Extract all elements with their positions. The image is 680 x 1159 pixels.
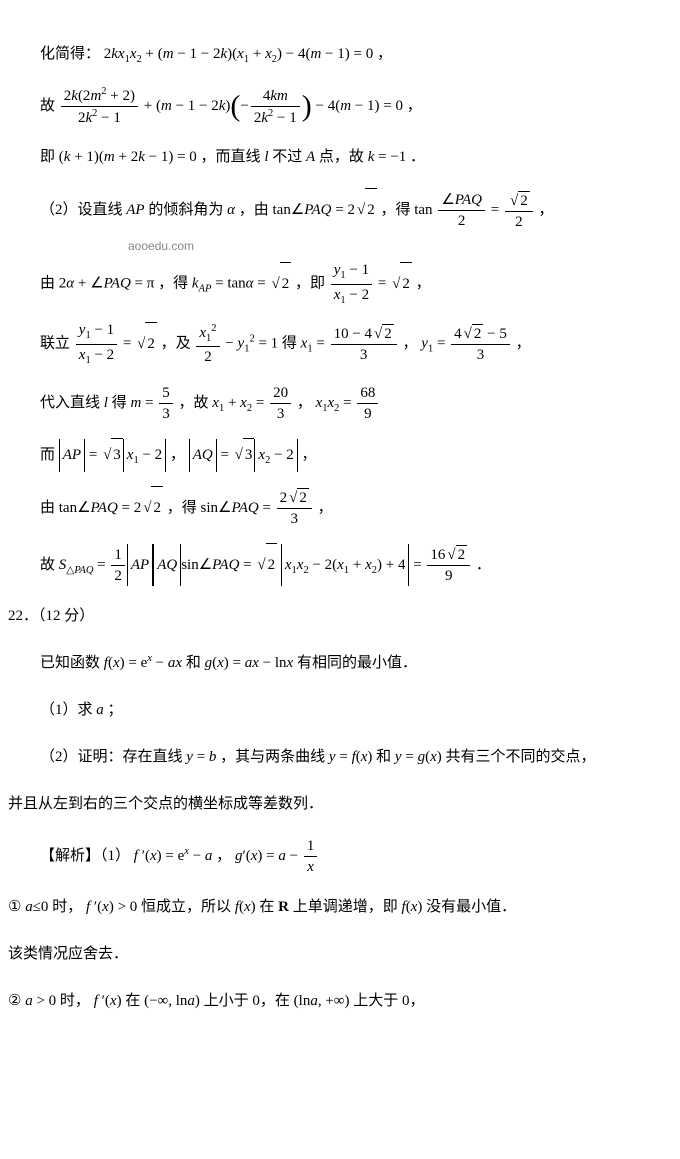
text: ，而直线 bbox=[201, 149, 265, 165]
question-22-header: 22．（12 分） bbox=[8, 600, 672, 633]
text: （1）求 bbox=[40, 702, 96, 718]
text: 得 bbox=[112, 395, 131, 411]
q22-stem: 已知函数 f(x) = ex − ax 和 g(x) = ax − lnx 有相… bbox=[40, 647, 672, 680]
text: 点，故 bbox=[319, 149, 368, 165]
text: ， bbox=[318, 500, 333, 516]
text: 该类情况应舍去． bbox=[8, 946, 128, 962]
text: ，由 bbox=[239, 202, 273, 218]
text: 代入直线 bbox=[40, 395, 104, 411]
line-part2-alpha: （2）设直线 AP 的倾斜角为 α ，由 tan∠PAQ = 22 ，得 tan… bbox=[40, 188, 672, 231]
text: 在 bbox=[125, 993, 144, 1009]
text: 时， bbox=[60, 993, 90, 1009]
text: ， bbox=[516, 336, 531, 352]
text: （2）证明：存在直线 bbox=[40, 749, 186, 765]
line-therefore-1: 故 2k(2m2 + 2)2k2 − 1 + (m − 1 − 2k)(−4km… bbox=[40, 85, 672, 127]
text: 化简得： bbox=[40, 46, 100, 62]
text: 有相同的最小值． bbox=[297, 655, 417, 671]
text: ， bbox=[407, 98, 422, 114]
text: 22．（12 分） bbox=[8, 608, 94, 624]
text: ，及 bbox=[161, 336, 195, 352]
text: 得 bbox=[282, 336, 301, 352]
text: 在 bbox=[259, 899, 278, 915]
text: 和 bbox=[186, 655, 205, 671]
solution-1: 【解析】（1） f ′(x) = ex − a ， g′(x) = a − 1x bbox=[40, 835, 672, 877]
text: ， bbox=[377, 46, 392, 62]
text: ① bbox=[8, 899, 25, 915]
text: ， bbox=[302, 447, 317, 463]
text: ， bbox=[297, 395, 312, 411]
text: ， bbox=[216, 848, 231, 864]
text: 故 bbox=[40, 557, 59, 573]
line-substitute: 代入直线 l 得 m = 53 ，故 x1 + x2 = 203 ， x1x2 … bbox=[40, 382, 672, 424]
text: 没有最小值． bbox=[426, 899, 516, 915]
text: 时， bbox=[52, 899, 82, 915]
text: 共有三个不同的交点， bbox=[445, 749, 595, 765]
text: 的倾斜角为 bbox=[148, 202, 227, 218]
text: ，得 bbox=[158, 276, 192, 292]
q22-part1: （1）求 a ； bbox=[40, 694, 672, 727]
line-2alpha: 由 2α + ∠PAQ = π ，得 kAP = tanα = 2 ，即 y1 … bbox=[40, 261, 672, 307]
text: ，即 bbox=[295, 276, 329, 292]
text: ， bbox=[170, 447, 185, 463]
text: ． bbox=[476, 557, 491, 573]
case-1: ① a≤0 时， f ′(x) > 0 恒成立，所以 f(x) 在 R 上单调递… bbox=[8, 891, 672, 924]
text: ，故 bbox=[179, 395, 213, 411]
text: 即 bbox=[40, 149, 55, 165]
text: 并且从左到右的三个交点的横坐标成等差数列． bbox=[8, 796, 323, 812]
line-ie: 即 (k + 1)(m + 2k − 1) = 0 ，而直线 l 不过 A 点，… bbox=[40, 141, 672, 174]
watermark: aooedu.com bbox=[128, 239, 672, 253]
text: ． bbox=[410, 149, 425, 165]
text: 由 bbox=[40, 500, 59, 516]
text: ； bbox=[108, 702, 123, 718]
text: ，得 bbox=[380, 202, 414, 218]
text: ， bbox=[538, 202, 553, 218]
line-area: 故 S△PAQ = 12APAQsin∠PAQ = 2 x1x2 − 2(x1 … bbox=[40, 543, 672, 586]
text: ， bbox=[416, 276, 431, 292]
text: 上小于 0，在 bbox=[204, 993, 294, 1009]
text: 上单调递增，即 bbox=[293, 899, 402, 915]
text: ，得 bbox=[167, 500, 201, 516]
text: 和 bbox=[376, 749, 395, 765]
text: 【解析】（1） bbox=[40, 848, 130, 864]
text: ， bbox=[403, 336, 418, 352]
case-2: ② a > 0 时， f ′(x) 在 (−∞, lna) 上小于 0，在 (l… bbox=[8, 985, 672, 1018]
text: （2）设直线 bbox=[40, 202, 126, 218]
text: 由 bbox=[40, 276, 59, 292]
text: 已知函数 bbox=[40, 655, 104, 671]
line-simplify: 化简得： 2kx1x2 + (m − 1 − 2k)(x1 + x2) − 4(… bbox=[40, 38, 672, 71]
q22-part2: （2）证明：存在直线 y = b ，其与两条曲线 y = f(x) 和 y = … bbox=[40, 741, 672, 774]
q22-part2b: 并且从左到右的三个交点的横坐标成等差数列． bbox=[8, 788, 672, 821]
line-sin: 由 tan∠PAQ = 22 ，得 sin∠PAQ = 223 ， bbox=[40, 486, 672, 529]
text: 不过 bbox=[272, 149, 306, 165]
text: ② bbox=[8, 993, 25, 1009]
text: 故 bbox=[40, 98, 59, 114]
text: 上大于 0， bbox=[353, 993, 424, 1009]
text: 而 bbox=[40, 447, 59, 463]
line-ap-aq: 而 AP = 3x1 − 2 ， AQ = 3x2 − 2 ， bbox=[40, 438, 672, 472]
text: ，其与两条曲线 bbox=[220, 749, 329, 765]
line-simultaneous: 联立 y1 − 1x1 − 2 = 2 ，及 x122 − y12 = 1 得 … bbox=[40, 321, 672, 367]
case-1b: 该类情况应舍去． bbox=[8, 938, 672, 971]
text: 联立 bbox=[40, 336, 74, 352]
text: 恒成立，所以 bbox=[141, 899, 235, 915]
